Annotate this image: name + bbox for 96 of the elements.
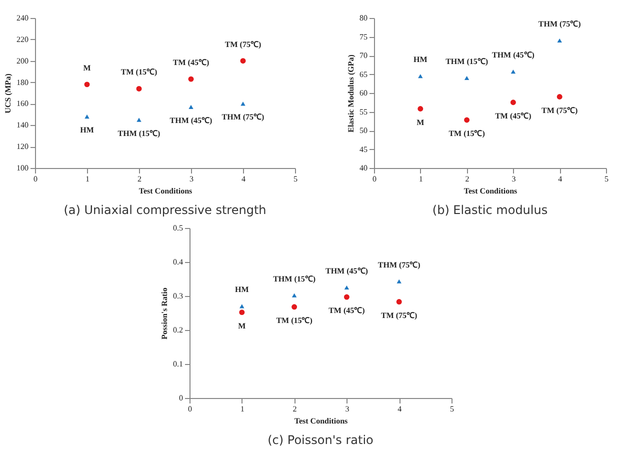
point bbox=[344, 285, 350, 290]
annotation: THM (15℃) bbox=[273, 274, 316, 284]
point bbox=[510, 100, 516, 106]
annotation: THM (45℃) bbox=[492, 50, 535, 60]
annotation: THM (75℃) bbox=[538, 20, 582, 28]
point bbox=[240, 58, 246, 64]
point bbox=[188, 76, 194, 82]
point bbox=[344, 294, 350, 300]
x-tick-label: 5 bbox=[604, 174, 608, 184]
annotation: THM (75℃) bbox=[378, 260, 421, 270]
x-tick-label: 4 bbox=[558, 174, 562, 184]
annotation: THM (15℃) bbox=[446, 57, 488, 66]
y-tick-label: 140 bbox=[16, 120, 28, 130]
y-axis-title: UCS (MPa) bbox=[4, 73, 12, 114]
annotation: M bbox=[238, 321, 246, 330]
point bbox=[396, 299, 402, 305]
annotation: TM (75℃) bbox=[380, 310, 418, 320]
x-tick-label: 2 bbox=[138, 174, 142, 184]
x-axis-title: Test Conditions bbox=[138, 186, 192, 196]
y-tick-label: 65 bbox=[360, 70, 368, 79]
annotation: M bbox=[83, 63, 92, 72]
annotation: TM (45℃) bbox=[328, 306, 366, 316]
annotation: TM (75℃) bbox=[541, 106, 578, 115]
annotation: HM bbox=[414, 55, 428, 64]
y-tick-label: 240 bbox=[16, 14, 28, 22]
x-tick-label: 5 bbox=[294, 174, 298, 184]
x-tick-label: 1 bbox=[418, 174, 423, 184]
text: (c) Poisson's ratio bbox=[268, 433, 374, 447]
y-tick-label: 50 bbox=[360, 126, 368, 135]
y-tick-label: 40 bbox=[360, 164, 368, 172]
point bbox=[84, 82, 90, 88]
point bbox=[292, 304, 298, 310]
y-tick-label: 180 bbox=[16, 78, 28, 87]
y-tick-label: 45 bbox=[360, 144, 368, 154]
point bbox=[510, 70, 516, 74]
point bbox=[464, 76, 470, 80]
x-tick-label: 3 bbox=[190, 174, 194, 184]
point bbox=[136, 86, 142, 92]
annotation: THM (75℃) bbox=[222, 112, 265, 122]
annotation: TM (45℃) bbox=[495, 111, 532, 120]
y-tick-label: 120 bbox=[16, 142, 28, 152]
text: (b) Elastic modulus bbox=[432, 203, 548, 217]
x-tick-label: 2 bbox=[465, 174, 470, 184]
x-tick-label: 4 bbox=[242, 174, 246, 184]
y-tick-label: 200 bbox=[16, 56, 28, 66]
x-tick-label: 0 bbox=[372, 174, 376, 184]
annotation: THM (15℃) bbox=[118, 128, 161, 138]
annotation: THM (45℃) bbox=[170, 116, 213, 125]
y-tick-label: 100 bbox=[16, 164, 28, 172]
text: (a) Uniaxial compressive strength bbox=[64, 203, 266, 217]
y-axis-title: Possion's Ratio bbox=[160, 288, 169, 340]
annotation: TM (15℃) bbox=[120, 68, 158, 77]
x-tick-label: 2 bbox=[292, 404, 297, 414]
y-tick-label: 0.1 bbox=[173, 360, 183, 368]
point bbox=[396, 279, 402, 284]
y-tick-label: 0.5 bbox=[173, 224, 183, 232]
annotation: HM bbox=[80, 126, 94, 135]
point bbox=[188, 104, 194, 109]
annotation: M bbox=[416, 118, 425, 127]
x-tick-label: 5 bbox=[450, 404, 454, 414]
x-axis-title: Test Conditions bbox=[294, 416, 348, 426]
y-tick-label: 0.3 bbox=[173, 292, 183, 300]
x-axis-title: Test Conditions bbox=[464, 186, 518, 196]
y-tick-label: 0.4 bbox=[173, 258, 183, 266]
y-tick-label: 75 bbox=[360, 32, 368, 42]
y-tick-label: 0.2 bbox=[173, 326, 183, 334]
x-tick-label: 3 bbox=[345, 404, 350, 414]
point bbox=[418, 106, 424, 112]
point bbox=[464, 117, 470, 123]
y-tick-label: 220 bbox=[16, 34, 28, 44]
annotation: HM bbox=[235, 285, 250, 294]
annotation: THM (45℃) bbox=[325, 266, 368, 276]
point bbox=[292, 293, 297, 298]
y-tick-label: 70 bbox=[360, 51, 368, 60]
annotation: TM (15℃) bbox=[276, 316, 313, 325]
y-tick-label: 60 bbox=[360, 88, 368, 98]
y-axis-title: Elastic Modulus (GPa) bbox=[346, 54, 356, 132]
point bbox=[239, 310, 245, 316]
x-tick-label: 0 bbox=[34, 174, 38, 184]
point bbox=[556, 94, 562, 100]
y-tick-label: 160 bbox=[16, 99, 28, 108]
point bbox=[84, 114, 90, 119]
x-tick-label: 3 bbox=[512, 174, 516, 184]
y-tick-label: 80 bbox=[360, 14, 368, 22]
x-tick-label: 1 bbox=[240, 404, 244, 414]
x-tick-label: 1 bbox=[86, 174, 90, 184]
y-tick-label: 55 bbox=[360, 107, 368, 116]
annotation: TM (45℃) bbox=[172, 58, 210, 68]
point bbox=[557, 38, 562, 43]
annotation: TM (15℃) bbox=[448, 129, 486, 138]
annotation: TM (75℃) bbox=[224, 40, 262, 49]
point bbox=[418, 74, 423, 78]
x-tick-label: 4 bbox=[398, 404, 402, 414]
y-tick-label: 0 bbox=[179, 394, 183, 402]
point bbox=[136, 118, 142, 122]
x-tick-label: 0 bbox=[188, 404, 192, 414]
